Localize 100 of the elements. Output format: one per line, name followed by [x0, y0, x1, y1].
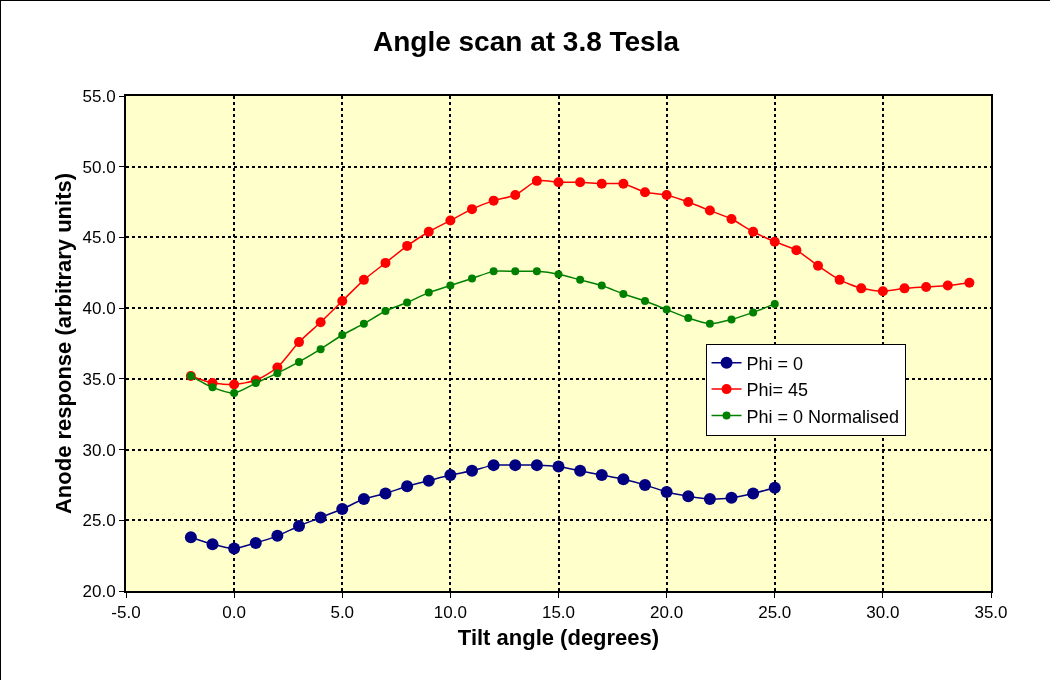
point — [703, 493, 716, 506]
point — [229, 379, 240, 390]
x-tick-label: 10.0 — [433, 603, 467, 623]
point — [554, 270, 563, 279]
point — [403, 298, 412, 307]
y-tick-label: 55.0 — [82, 86, 116, 106]
point — [381, 306, 390, 315]
point — [251, 379, 260, 388]
y-tick-label: 45.0 — [82, 228, 116, 248]
point — [444, 469, 457, 482]
point — [424, 288, 433, 297]
point — [618, 178, 629, 189]
point — [641, 297, 649, 306]
point — [337, 296, 348, 307]
point — [468, 274, 476, 283]
point — [314, 511, 327, 524]
point — [487, 459, 500, 472]
point — [531, 175, 542, 186]
point — [511, 267, 520, 276]
point — [921, 281, 932, 292]
point — [338, 331, 347, 340]
point — [942, 280, 953, 291]
point — [380, 257, 391, 268]
point — [575, 177, 586, 188]
point — [747, 487, 760, 500]
point — [230, 389, 239, 397]
x-tick-label: 30.0 — [866, 603, 900, 623]
point — [530, 459, 543, 472]
point — [597, 281, 606, 290]
point — [315, 317, 326, 328]
point — [813, 260, 823, 271]
point — [662, 305, 671, 314]
y-tick-label: 50.0 — [82, 157, 116, 177]
x-tick-label: 25.0 — [758, 603, 792, 623]
point — [228, 542, 241, 555]
x-tick-label: 0.0 — [222, 603, 246, 623]
point — [770, 299, 779, 308]
point — [553, 177, 564, 188]
point — [619, 290, 628, 298]
point — [509, 459, 522, 472]
y-tick-label: 40.0 — [82, 299, 116, 319]
legend-label: Phi = 0 — [746, 353, 804, 374]
point — [639, 478, 651, 491]
point — [725, 491, 738, 504]
point — [660, 486, 673, 498]
x-tick-label: 5.0 — [330, 603, 355, 623]
point — [661, 190, 672, 200]
point — [467, 204, 477, 215]
point — [705, 319, 714, 328]
point — [748, 226, 759, 237]
point — [574, 464, 587, 477]
x-tick-label: 20.0 — [650, 603, 684, 623]
point — [488, 195, 499, 206]
point — [466, 464, 478, 477]
point — [768, 481, 781, 494]
legend-label: Phi = 0 Normalised — [746, 406, 900, 427]
point — [576, 275, 585, 284]
point — [293, 519, 305, 532]
point — [532, 267, 541, 276]
point — [510, 190, 521, 200]
x-tick-label: -5.0 — [111, 603, 141, 623]
point — [704, 205, 715, 216]
point — [899, 283, 910, 294]
point — [834, 274, 845, 285]
point — [489, 267, 498, 276]
point — [423, 226, 434, 237]
point — [316, 345, 325, 354]
y-tick-label: 20.0 — [82, 581, 116, 601]
point — [617, 473, 630, 486]
point — [877, 286, 888, 297]
point — [273, 369, 282, 378]
chart-title: Angle scan at 3.8 Tesla — [372, 26, 680, 58]
point — [727, 315, 736, 324]
point — [401, 480, 414, 493]
point — [402, 240, 413, 251]
point — [359, 319, 368, 328]
point — [249, 536, 262, 549]
point — [682, 490, 695, 503]
point — [358, 274, 369, 285]
point — [769, 236, 780, 247]
point — [271, 529, 284, 542]
y-tick-label: 35.0 — [82, 369, 116, 389]
point — [552, 460, 565, 473]
y-axis-title: Anode response (arbitrary units) — [51, 172, 76, 515]
x-tick-label: 15.0 — [541, 603, 576, 623]
point — [684, 314, 693, 323]
point — [184, 531, 197, 544]
legend-label: Phi= 45 — [746, 380, 809, 401]
x-axis-title: Tilt angle (degrees) — [457, 624, 660, 650]
point — [683, 197, 694, 208]
point — [422, 474, 435, 487]
point — [294, 337, 304, 348]
y-tick-label: 30.0 — [82, 440, 116, 460]
point — [964, 277, 975, 288]
point — [640, 187, 650, 198]
point — [336, 502, 349, 515]
point — [208, 383, 217, 392]
point — [856, 283, 867, 294]
point — [596, 178, 607, 189]
point — [357, 493, 370, 506]
